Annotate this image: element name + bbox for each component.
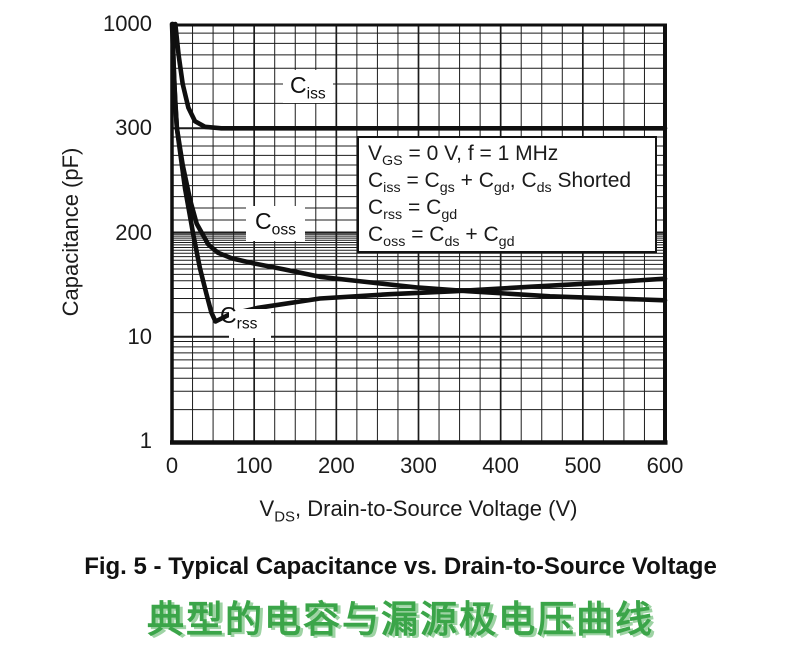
x-tick-label-300: 300 — [400, 453, 437, 478]
y-tick-label-10: 10 — [127, 323, 152, 349]
curve-crss — [169, 21, 668, 324]
x-tick-label-100: 100 — [235, 453, 273, 478]
y-tick-label-200: 200 — [115, 219, 152, 245]
plot-frame — [170, 23, 668, 445]
y-tick-label-1: 1 — [139, 428, 152, 453]
annotation-line-3: Crss = Cgd — [368, 196, 458, 224]
curve-label-crss: Crss — [220, 302, 258, 333]
y-tick-label-300: 300 — [115, 115, 152, 141]
x-axis-title: VDS, Drain-to-Source Voltage (V) — [259, 496, 578, 526]
x-tick-label-400: 400 — [482, 453, 520, 478]
x-tick-label-200: 200 — [317, 453, 355, 478]
x-tick-label-600: 600 — [646, 453, 684, 478]
annotation-line-4: Coss = Cds + Cgd — [368, 223, 515, 251]
x-tick-label-0: 0 — [165, 453, 179, 478]
curve-ciss — [173, 21, 668, 131]
figure-caption: Fig. 5 - Typical Capacitance vs. Drain-t… — [84, 553, 717, 580]
y-tick-label-1000: 1000 — [103, 11, 152, 36]
x-tick-label-500: 500 — [564, 453, 602, 478]
curve-label-ciss: Ciss — [283, 70, 333, 103]
curve-label-crss-backplate — [229, 309, 271, 338]
curve-label-coss: Coss — [246, 206, 305, 241]
conditions-annotation-box: VGS = 0 V, f = 1 MHz Ciss = Cgs + Cgd, C… — [357, 136, 657, 253]
figure-caption-chinese: 典型的电容与漏源极电压曲线 — [147, 599, 654, 640]
annotation-line-2: Ciss = Cgs + Cgd, Cds Shorted — [368, 169, 632, 197]
y-axis-title: Capacitance (pF) — [58, 147, 83, 317]
annotation-line-1: VGS = 0 V, f = 1 MHz — [368, 142, 559, 170]
chart-curves — [169, 21, 668, 324]
